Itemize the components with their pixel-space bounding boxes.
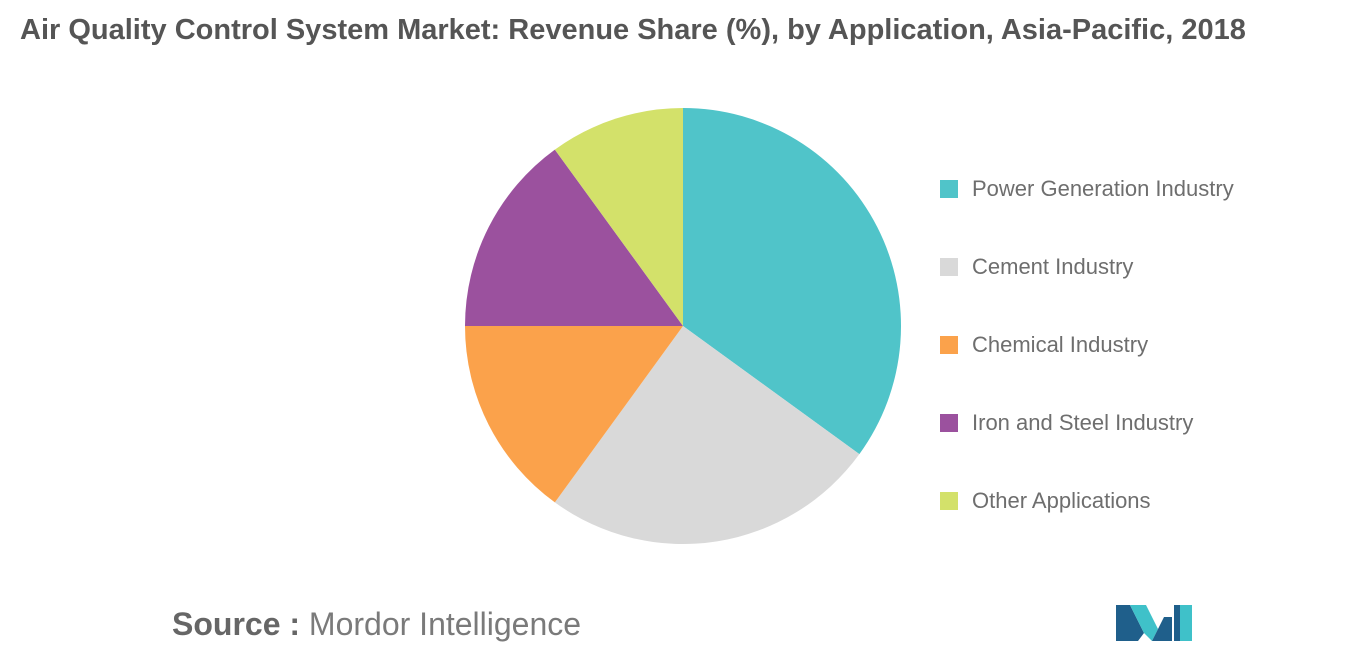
pie-slice-iron-steel xyxy=(465,149,683,326)
legend-label: Other Applications xyxy=(972,488,1151,513)
logo-shape xyxy=(1116,605,1144,641)
legend-swatch xyxy=(940,414,958,432)
logo-shape xyxy=(1152,617,1172,641)
pie-slice-cement xyxy=(554,326,860,545)
legend-label: Power Generation Industry xyxy=(972,176,1234,201)
chart-title: Air Quality Control System Market: Reven… xyxy=(20,14,1246,46)
pie-slice-power-generation xyxy=(683,108,902,455)
legend-label: Cement Industry xyxy=(972,254,1134,279)
pie-chart xyxy=(465,107,902,545)
source-value: Mordor Intelligence xyxy=(308,606,582,642)
legend-item-power-generation: Power Generation Industry xyxy=(940,150,1234,228)
pie-slice-chemical xyxy=(465,326,683,503)
legend-item-other: Other Applications xyxy=(940,462,1234,540)
logo-shape xyxy=(1174,605,1180,641)
legend-item-iron-steel: Iron and Steel Industry xyxy=(940,384,1234,462)
source-label: Source : xyxy=(172,606,301,642)
legend-swatch xyxy=(940,180,958,198)
legend-swatch xyxy=(940,258,958,276)
legend-swatch xyxy=(940,336,958,354)
chart-legend: Power Generation Industry Cement Industr… xyxy=(940,150,1234,540)
legend-item-chemical: Chemical Industry xyxy=(940,306,1234,384)
legend-item-cement: Cement Industry xyxy=(940,228,1234,306)
pie-slice-other xyxy=(554,107,683,326)
mordor-intelligence-logo-icon xyxy=(1116,605,1192,641)
logo-shape xyxy=(1130,605,1158,641)
legend-label: Chemical Industry xyxy=(972,332,1149,357)
legend-swatch xyxy=(940,492,958,510)
source-credit: Source : Mordor Intelligence xyxy=(172,606,581,643)
legend-label: Iron and Steel Industry xyxy=(972,410,1194,435)
